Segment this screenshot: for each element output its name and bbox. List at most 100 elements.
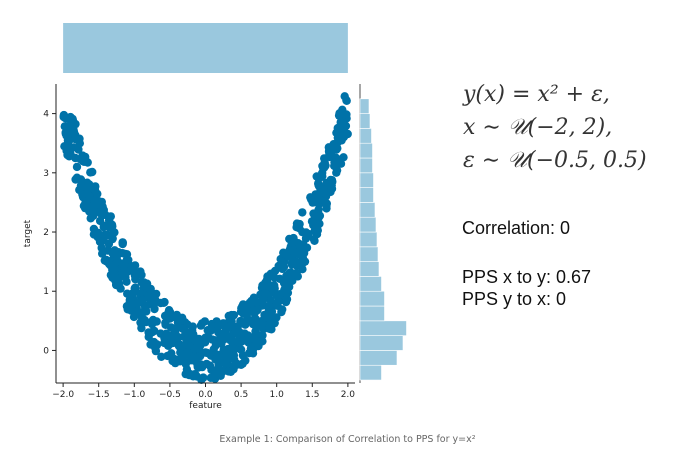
scatter-point	[232, 360, 241, 370]
x-tick-label: 0.5	[234, 390, 248, 400]
scatter-point	[179, 324, 188, 334]
y-tick-label: 4	[43, 110, 49, 120]
scatter-point	[292, 219, 302, 228]
scatter-point	[138, 296, 147, 305]
scatter-point	[275, 290, 285, 299]
scatter-point	[118, 269, 127, 278]
scatter-point	[281, 278, 291, 288]
scatter-point	[261, 313, 271, 322]
x-tick-label: −2.0	[52, 390, 74, 400]
scatter-point	[306, 193, 315, 202]
scatter-point	[236, 345, 246, 354]
pps-x-to-y-label: PPS x to y: 0.67	[462, 267, 592, 287]
scatter-point	[129, 266, 138, 275]
scatter-point	[226, 367, 235, 376]
scatter-point	[111, 273, 121, 282]
scatter-point	[127, 299, 137, 309]
scatter-point	[285, 246, 294, 255]
scatter-point	[257, 337, 266, 346]
scatter-point	[171, 358, 180, 368]
scatter-point	[301, 234, 311, 243]
scatter-point	[60, 142, 69, 151]
scatter-point	[170, 325, 179, 334]
scatter-point	[227, 322, 236, 331]
y-tick-label: 1	[43, 287, 49, 297]
scatter-point	[106, 212, 116, 221]
scatter-point	[314, 180, 323, 189]
scatter-point	[203, 326, 212, 335]
scatter-point	[147, 328, 157, 337]
scatter-point	[196, 341, 205, 350]
scatter-point	[152, 340, 162, 349]
scatter-point	[281, 297, 291, 307]
scatter-point	[141, 282, 150, 291]
scatter-point	[320, 163, 329, 172]
scatter-point	[164, 331, 174, 340]
x-axis-label: feature	[189, 401, 222, 411]
scatter-point	[270, 318, 279, 328]
scatter-point	[190, 370, 199, 379]
scatter-point	[137, 323, 146, 333]
scatter-point	[339, 132, 349, 142]
scatter-point	[182, 337, 191, 347]
scatter-point	[59, 110, 69, 120]
scatter-point	[85, 192, 94, 201]
scatter-point	[216, 333, 225, 342]
scatter-point	[263, 282, 273, 291]
marginal-y-bar	[359, 335, 404, 351]
scatter-point	[238, 336, 247, 345]
formula-line-2: x ∼ 𝒰(−2, 2),	[463, 115, 613, 140]
scatter-point	[317, 172, 326, 182]
scatter-point	[206, 373, 215, 382]
scatter-point	[164, 306, 174, 315]
scatter-point	[161, 320, 170, 329]
scatter-point	[72, 162, 82, 172]
y-tick-label: 2	[43, 228, 49, 238]
marginal-y-bar	[359, 172, 374, 188]
scatter-point	[321, 189, 330, 198]
scatter-point	[338, 105, 347, 115]
scatter-point	[339, 153, 348, 162]
marginal-y-bar	[359, 261, 380, 277]
scatter-point	[89, 230, 99, 239]
marginal-y-bar	[359, 350, 398, 366]
scatter-point	[108, 265, 117, 275]
correlation-label: Correlation: 0	[462, 218, 571, 238]
scatter-point	[152, 317, 161, 326]
figure-caption: Example 1: Comparison of Correlation to …	[219, 434, 476, 445]
scatter-point	[273, 297, 282, 307]
scatter-point	[253, 305, 262, 315]
scatter-point	[129, 312, 139, 322]
marginal-y-bar	[359, 364, 382, 381]
scatter-point	[300, 257, 310, 266]
scatter-point	[215, 350, 224, 359]
x-tick-label: −1.5	[88, 390, 110, 400]
marginal-y-bar	[359, 320, 407, 336]
scatter-point	[137, 270, 146, 280]
scatter-point	[104, 223, 114, 232]
marginal-y-bar	[359, 157, 373, 174]
scatter-point	[327, 184, 337, 193]
scatter-point	[118, 239, 127, 249]
scatter-point	[200, 317, 210, 326]
scatter-point	[286, 268, 295, 277]
marginal-y-bar	[359, 113, 371, 129]
scatter-point	[163, 351, 172, 361]
scatter-point	[128, 289, 137, 298]
scatter-point	[330, 161, 339, 171]
scatter-point	[332, 168, 341, 177]
scatter-point	[122, 255, 132, 264]
scatter-point	[149, 300, 158, 309]
scatter-point	[193, 360, 202, 369]
scatter-point	[298, 208, 307, 217]
marginal-y-bar	[359, 202, 376, 218]
formula-line-3: ε ∼ 𝒰(−0.5, 0.5)	[463, 148, 647, 173]
scatter-point	[270, 266, 280, 276]
scatter-point	[95, 237, 105, 246]
scatter-point	[122, 277, 131, 286]
scatter-point	[63, 150, 72, 160]
marginal-y-bar	[359, 231, 378, 248]
x-tick-label: 2.0	[341, 390, 356, 400]
scatter-point	[93, 189, 102, 199]
